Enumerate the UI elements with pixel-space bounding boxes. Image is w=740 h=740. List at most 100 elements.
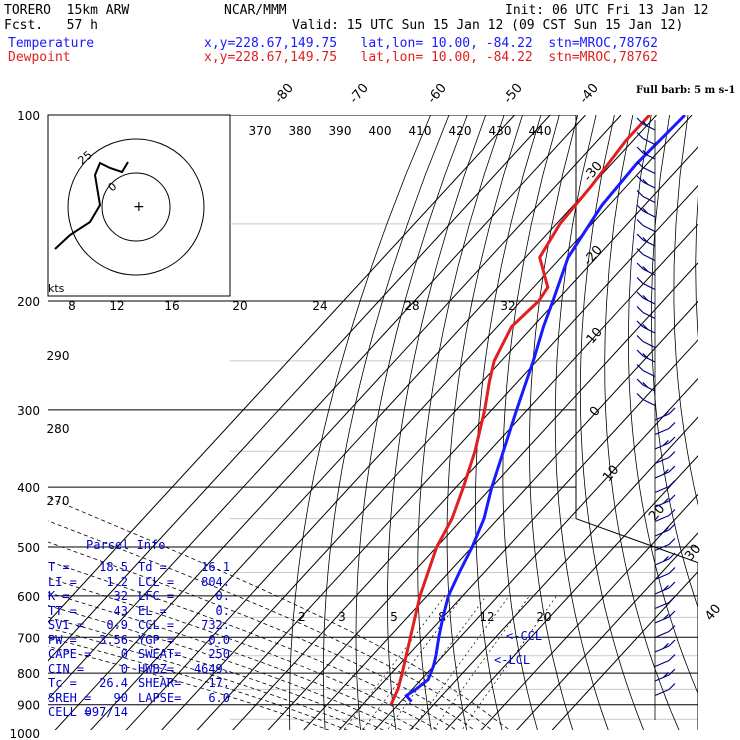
parcel-row: LI = 1.2 LCL = 804.	[48, 575, 238, 589]
parcel-row: CIN = 0 HWBZ= 4649.	[48, 662, 238, 676]
hodograph-speed-label: 12	[109, 299, 124, 313]
parcel-value: 4649.	[193, 661, 230, 676]
forecast-hour: Fcst. 57 h	[4, 18, 98, 33]
isotherm-line	[480, 493, 698, 730]
pressure-tick-label: 500	[17, 541, 40, 555]
wind-barb	[654, 625, 676, 639]
ccl-marker: <-CCL	[506, 629, 542, 643]
dry-adiabat	[673, 115, 698, 506]
parcel-label: HWBZ=	[138, 661, 175, 676]
parcel-label: SVI =	[48, 618, 85, 632]
mixing-ratio-line	[343, 595, 446, 730]
theta-label: 410	[409, 124, 432, 138]
wind-barb	[636, 306, 656, 320]
pressure-tick-label: 900	[17, 699, 40, 713]
isotherm-line	[374, 377, 698, 730]
isotherm-line	[551, 570, 698, 730]
hodograph-speed-label: 28	[404, 299, 419, 313]
wind-barb	[654, 465, 676, 479]
valid-time: Valid: 15 UTC Sun 15 Jan 12 (09 CST Sun …	[292, 18, 684, 33]
parcel-value: 804.	[201, 574, 230, 589]
isotherm-line	[48, 115, 586, 701]
isotherm-line	[48, 115, 551, 662]
hodograph-speed-label: 20	[232, 299, 247, 313]
dry-adiabat	[627, 115, 698, 695]
dry-adiabat	[695, 195, 698, 339]
parcel-row: T = 18.5 Td = 16.1	[48, 560, 238, 574]
theta-label: 380	[289, 124, 312, 138]
hodograph-trace	[54, 161, 129, 250]
dewpoint-trace	[404, 115, 687, 703]
parcel-value: 32	[113, 589, 128, 603]
mixing-ratio-label: 3	[338, 610, 346, 624]
dry-adiabat	[417, 115, 505, 730]
wind-barb	[654, 494, 676, 508]
org-title: NCAR/MMM	[224, 3, 287, 18]
init-time: Init: 06 UTC Fri 13 Jan 12	[505, 3, 709, 18]
pressure-tick-label: 400	[17, 481, 40, 495]
isotherm-label: -20	[581, 243, 606, 269]
parcel-row: SVI = 0.9 CCL = 732.	[48, 618, 238, 632]
parcel-label: CAPE =	[48, 647, 92, 661]
parcel-value: 0.0	[208, 632, 230, 647]
wind-barb	[636, 378, 656, 392]
mixing-ratio-label: 20	[536, 610, 551, 624]
isotherm-line	[338, 339, 698, 730]
wind-barb	[654, 567, 676, 581]
dry-adiabat	[446, 115, 523, 730]
wind-barb	[636, 349, 656, 363]
pressure-tick-label: 700	[17, 631, 40, 645]
parcel-value: 3.56	[99, 632, 128, 647]
dewpoint-location: x,y=228.67,149.75 lat,lon= 10.00, -84.22…	[204, 50, 658, 65]
parcel-label: LCL =	[138, 574, 175, 589]
isotherm-line	[54, 115, 622, 730]
isotherm-line	[232, 223, 698, 730]
parcel-value: 18.5	[99, 560, 128, 574]
isotherm-line	[48, 115, 515, 623]
isotherm-label: -40	[577, 81, 602, 107]
dry-adiabat	[355, 115, 468, 730]
hodograph-outer-ring	[67, 138, 205, 276]
parcel-value: 250	[208, 647, 230, 661]
theta-label: 420	[449, 124, 472, 138]
theta-e-label: 290	[47, 349, 70, 363]
parcel-label: CELL =	[48, 705, 92, 719]
wind-barb	[654, 683, 676, 697]
theta-e-label: 270	[47, 494, 70, 508]
parcel-label: T =	[48, 560, 70, 574]
wind-barb	[654, 480, 676, 494]
moist-adiabat	[48, 577, 439, 730]
wind-barb	[654, 668, 676, 682]
hodograph-units: kts	[48, 282, 65, 295]
wind-barb	[654, 596, 676, 610]
mixing-ratio-label: 2	[298, 610, 306, 624]
dry-adiabat	[717, 115, 740, 733]
wind-barb	[636, 248, 656, 262]
parcel-label: SHEAR=	[138, 676, 182, 690]
dry-adiabat	[651, 115, 698, 609]
moist-adiabat	[48, 496, 511, 730]
parcel-label: TT =	[48, 603, 77, 618]
hodograph-center-mark: +	[133, 199, 145, 215]
moist-adiabat	[48, 616, 385, 730]
wind-barb	[636, 161, 656, 175]
wind-barb	[654, 509, 676, 523]
isotherm-line	[409, 416, 698, 730]
wind-barb	[654, 610, 676, 624]
parcel-value: 0.	[215, 603, 230, 618]
isotherm-line	[303, 300, 698, 730]
mixing-ratio-label: 12	[479, 610, 494, 624]
parcel-value: 0.9	[106, 618, 128, 632]
isotherm-label: -80	[272, 81, 297, 107]
wind-barb	[636, 233, 656, 247]
dry-adiabat	[289, 115, 431, 730]
parcel-label: PW =	[48, 632, 77, 647]
wind-barb	[636, 393, 656, 407]
parcel-value: 097/14	[84, 705, 128, 719]
parcel-value: 17.	[208, 676, 230, 690]
theta-label: 430	[489, 124, 512, 138]
dry-adiabat	[474, 115, 542, 730]
theta-label: 400	[369, 124, 392, 138]
hodograph-speed-label: 8	[68, 299, 76, 313]
